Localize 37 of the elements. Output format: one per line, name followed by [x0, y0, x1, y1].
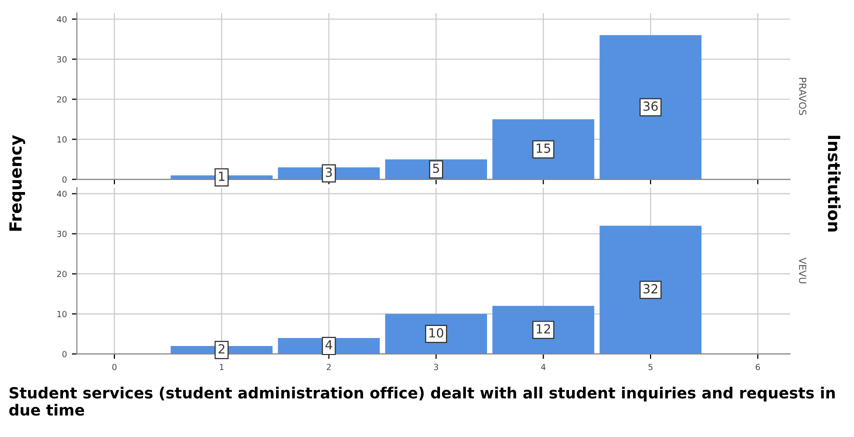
- x-tick-label: 5: [648, 364, 652, 370]
- bar: [492, 306, 594, 354]
- data-label: 12: [536, 324, 550, 334]
- data-label: 4: [325, 340, 332, 350]
- data-label: 2: [218, 344, 224, 354]
- bar: [600, 35, 702, 180]
- y-axis-title: Frequency: [9, 135, 26, 231]
- y-tick-label: 30: [57, 56, 67, 62]
- y-tick-label: 0: [62, 176, 67, 183]
- x-tick-label: 4: [541, 364, 546, 370]
- x-tick-label: 6: [756, 364, 760, 370]
- y-tick-label: 20: [57, 96, 67, 103]
- x-axis-title: Student services (student administration office) dealt with all student inquiries and requests in due time: [9, 386, 835, 416]
- y2-axis-title: VEVU: [798, 258, 806, 284]
- text: Institution: [828, 136, 841, 232]
- y-tick-label: 40: [56, 16, 67, 22]
- data-label: 36: [644, 101, 658, 111]
- y-tick-label: 40: [56, 190, 67, 197]
- y-tick-label: 20: [57, 270, 67, 278]
- x-tick-label: 1: [220, 364, 224, 370]
- data-label: 32: [644, 284, 658, 294]
- x-tick-label: 2: [326, 364, 331, 370]
- bar: [600, 226, 702, 354]
- y-tick-label: 30: [57, 230, 67, 238]
- x-tick-label: 0: [112, 364, 116, 370]
- data-label: 5: [433, 164, 439, 173]
- data-label: 1: [219, 172, 224, 181]
- data-label: 3: [326, 168, 332, 177]
- bar: [492, 119, 594, 180]
- y-tick-label: 0: [62, 350, 67, 358]
- y-tick-label: 10: [57, 136, 67, 143]
- y2-axis-title: PRAVOS: [798, 78, 806, 115]
- data-label: 10: [430, 328, 444, 338]
- bar: [385, 314, 488, 354]
- data-label: 15: [536, 144, 550, 153]
- x-tick-label: 3: [434, 364, 438, 370]
- y-tick-label: 10: [57, 310, 67, 318]
